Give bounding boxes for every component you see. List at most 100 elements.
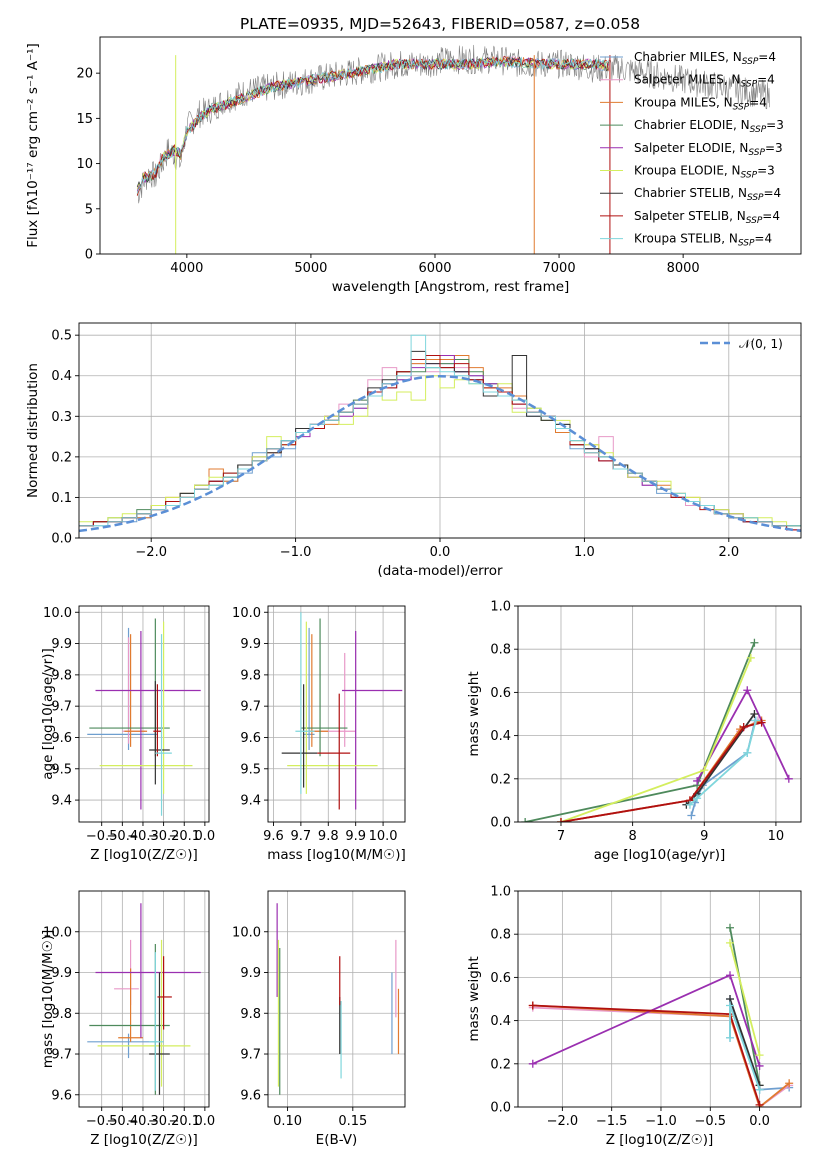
y-tick-label: 0.3	[51, 410, 72, 425]
y-tick-label: 10.0	[43, 925, 72, 940]
weight-marker	[746, 653, 755, 662]
x-tick-label: −1.0	[645, 1114, 677, 1129]
weight-series-line	[560, 721, 762, 822]
x-axis-label: Z [log10(Z/Z☉)]	[606, 1132, 714, 1148]
y-tick-label: 15	[76, 112, 93, 127]
y-tick-label: 0	[85, 248, 93, 263]
errorbar-point	[281, 684, 318, 788]
x-tick-label: −0.5	[694, 1114, 726, 1129]
weight-marker	[755, 1100, 764, 1107]
panel-mass-weight-vs-age: 7 8 9 10 0.0 0.2 0.4 0.6 0.8 1.0 age [log10(age/yr…	[466, 600, 802, 863]
x-tick-label: −0.2	[148, 1114, 180, 1129]
panel-age-vs-Z: −0.5−0.4−0.3−0.2−0.10.0 9.4 9.5 9.6 9.7 9.8 9.…	[40, 605, 215, 863]
x-axis-label: Z [log10(Z/Z☉)]	[90, 1132, 198, 1148]
errorbar-point	[118, 968, 143, 1042]
legend-entry-label: Kroupa MILES, NSSP=4	[634, 95, 767, 112]
errorbar-point	[317, 693, 351, 810]
x-axis-label: mass [log10(M/M☉)]	[267, 847, 406, 863]
legend-entry-label: Kroupa ELODIE, NSSP=3	[634, 164, 775, 181]
plot-area	[528, 923, 794, 1107]
figure-title: PLATE=0935, MJD=52643, FIBERID=0587, z=0…	[240, 15, 640, 33]
y-tick-label: 0.6	[490, 971, 511, 986]
weight-marker	[700, 766, 709, 775]
weight-marker	[726, 938, 735, 947]
weight-marker	[726, 923, 735, 932]
weight-marker	[726, 971, 735, 980]
y-tick-label: 1.0	[490, 885, 511, 900]
axes-frame	[517, 890, 802, 1108]
plot-area	[276, 903, 400, 1095]
y-tick-label: 9.6	[240, 1088, 261, 1103]
x-axis-label: E(B-V)	[316, 1132, 358, 1148]
y-tick-label: 0.5	[51, 329, 72, 344]
x-tick-label: 5000	[294, 261, 327, 276]
panel-mass-vs-EBV: 0.10 0.15 9.6 9.7 9.8 9.9 10.0 E(B-V)	[232, 890, 406, 1148]
y-tick-label: 0.8	[490, 643, 511, 658]
panels: 4000 5000 6000 7000 8000 0 5 10 15 20 wavelength […	[25, 36, 802, 1148]
y-tick-label: 9.4	[240, 794, 261, 809]
y-tick-label: 0.8	[490, 928, 511, 943]
x-tick-label: 0.15	[338, 1114, 367, 1129]
weight-marker	[757, 718, 766, 727]
panel-mass-weight-vs-Z: −2.0 −1.5 −1.0 −0.5 0.0 0.0 0.2 0.4 0.6 0.8 1.0 Z […	[466, 885, 802, 1148]
x-tick-label: 0.0	[430, 545, 451, 560]
weight-series-line	[689, 720, 757, 806]
y-tick-label: 9.7	[51, 700, 72, 715]
y-tick-label: 9.7	[51, 1048, 72, 1063]
errorbar-point	[303, 627, 315, 750]
y-tick-label: 20	[76, 67, 93, 82]
weight-series-line	[729, 942, 761, 1056]
x-tick-label: −0.1	[168, 829, 200, 844]
weight-marker	[685, 800, 694, 809]
x-tick-label: −0.3	[127, 1114, 159, 1129]
y-tick-label: 0.2	[51, 450, 72, 465]
weight-marker	[755, 1061, 764, 1070]
x-tick-label: −0.3	[127, 829, 159, 844]
y-axis-label: mass weight	[466, 671, 482, 756]
legend-entry-label: Chabrier ELODIE, NSSP=3	[634, 118, 784, 135]
y-tick-label: 9.9	[51, 966, 72, 981]
y-tick-label: 0.1	[51, 491, 72, 506]
axes-frame	[267, 605, 406, 823]
y-tick-label: 9.8	[51, 1007, 72, 1022]
errorbar-point	[149, 681, 170, 785]
x-tick-label: 8	[628, 829, 636, 844]
y-tick-label: 9.9	[240, 966, 261, 981]
y-tick-label: 0.0	[490, 1101, 511, 1116]
y-tick-label: 0.4	[51, 369, 72, 384]
weight-marker	[755, 1085, 764, 1094]
legend-entry-label: Salpeter MILES, NSSP=4	[634, 73, 775, 90]
y-tick-label: 9.6	[51, 731, 72, 746]
x-tick-label: 0.10	[273, 1114, 302, 1129]
plot-area	[79, 334, 801, 533]
y-tick-label: 9.4	[51, 794, 72, 809]
y-tick-label: 10.0	[232, 925, 261, 940]
x-tick-label: 8000	[667, 261, 700, 276]
axes-frame	[78, 605, 210, 823]
errorbar-point	[149, 972, 170, 1095]
y-tick-label: 9.6	[240, 731, 261, 746]
x-tick-label: −0.1	[168, 1114, 200, 1129]
y-tick-label: 9.6	[51, 1088, 72, 1103]
x-tick-label: −0.4	[107, 1114, 139, 1129]
x-tick-label: 7	[557, 829, 565, 844]
weight-marker	[528, 1059, 537, 1068]
errorbar-point	[287, 621, 378, 794]
errorbar-point	[155, 634, 172, 816]
x-tick-label: 9.8	[318, 829, 339, 844]
histogram-step-line	[79, 334, 801, 527]
errorbar-point	[149, 952, 164, 1091]
y-axis-label: Normed distribution	[25, 363, 41, 498]
y-tick-label: 9.9	[51, 637, 72, 652]
weight-marker	[739, 722, 748, 731]
weight-marker	[693, 776, 702, 785]
legend: Chabrier MILES, NSSP=4 Salpeter MILES, NS…	[600, 50, 784, 249]
x-tick-label: −0.5	[86, 829, 118, 844]
x-tick-label: −1.0	[280, 545, 312, 560]
x-axis-label: Z [log10(Z/Z☉)]	[90, 847, 198, 863]
panel-mass-vs-Z: −0.5−0.4−0.3−0.2−0.10.0 9.6 9.7 9.8 9.9 10.0 Z…	[40, 890, 215, 1148]
y-tick-label: 0.2	[490, 1057, 511, 1072]
y-tick-label: 0.6	[490, 686, 511, 701]
errorbar-point	[311, 652, 356, 747]
